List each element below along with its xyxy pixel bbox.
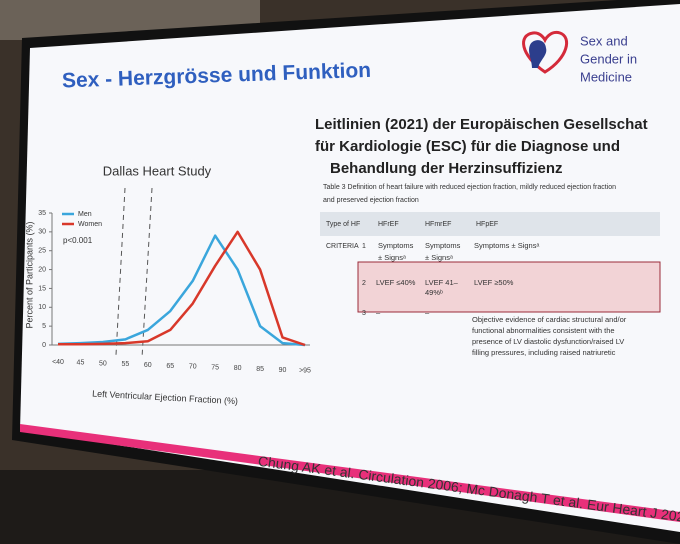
table-cell: Symptoms — [378, 241, 414, 250]
x-tick-label: 45 — [77, 360, 85, 367]
x-tick-label: 60 — [144, 362, 152, 369]
x-tick-label: 70 — [189, 364, 197, 371]
x-tick-label: 55 — [121, 361, 129, 368]
table-cell: 49%ᵇ — [425, 288, 443, 297]
table-cell: filling pressures, including raised natr… — [472, 348, 616, 357]
legend-label: Women — [78, 221, 102, 228]
criteria-label: CRITERIA — [326, 243, 359, 250]
table-header: Type of HF — [326, 221, 360, 228]
y-tick-label: 30 — [38, 229, 46, 236]
table-caption: and preserved ejection fraction — [323, 197, 419, 204]
heading: Behandlung der Herzinsuffizienz — [330, 160, 563, 177]
table-cell: Symptoms ± Signsᵃ — [474, 241, 539, 250]
table-cell: Symptoms — [425, 241, 461, 250]
x-tick-label: >95 — [299, 368, 311, 375]
x-tick-label: 80 — [234, 365, 242, 372]
table-cell: ± Signsᵃ — [378, 253, 406, 262]
y-tick-label: 15 — [38, 285, 46, 292]
heading: für Kardiologie (ESC) für die Diagnose u… — [315, 138, 620, 155]
series-line — [57, 234, 306, 347]
x-tick-label: 65 — [166, 363, 174, 370]
y-tick-label: 5 — [42, 323, 46, 330]
table-cell: presence of LV diastolic dysfunction/rai… — [472, 337, 624, 346]
table-header: HFmrEF — [425, 221, 451, 228]
x-tick-label: 50 — [99, 360, 107, 367]
y-tick-label: 10 — [38, 304, 46, 311]
y-axis-label: Percent of Participants (%) — [24, 221, 34, 328]
logo-head — [529, 40, 547, 68]
series-line — [58, 230, 306, 347]
x-tick-label: 85 — [256, 366, 264, 373]
logo-text: Sex and — [580, 33, 628, 48]
reference-line — [141, 187, 153, 359]
table-cell: functional abnormalities consistent with… — [472, 326, 615, 335]
table-cell: – — [376, 308, 381, 317]
table-cell: Objective evidence of cardiac structural… — [472, 315, 627, 324]
highlight-row — [357, 261, 661, 313]
heading: Leitlinien (2021) der Europäischen Gesel… — [315, 116, 648, 133]
table-cell: LVEF ≥50% — [474, 278, 514, 287]
annotation: p<0.001 — [63, 236, 93, 245]
logo — [522, 30, 569, 74]
row-number: 2 — [362, 280, 366, 287]
x-tick-label: <40 — [52, 359, 64, 366]
y-tick-label: 0 — [42, 342, 46, 349]
y-tick-label: 25 — [38, 248, 46, 255]
x-tick-label: 90 — [279, 367, 287, 374]
logo-text: Medicine — [580, 69, 632, 84]
y-tick-label: 20 — [38, 266, 46, 273]
table-cell: LVEF ≤40% — [376, 278, 416, 287]
table-cell: – — [425, 308, 430, 317]
row-number: 1 — [362, 243, 366, 250]
table-header: HFrEF — [378, 221, 399, 228]
table-header: HFpEF — [476, 221, 498, 228]
logo-text: Gender in — [580, 51, 637, 66]
logo-heart — [522, 30, 569, 74]
slide — [20, 4, 680, 532]
table-cell: ± Signsᵃ — [425, 253, 453, 262]
y-tick-label: 35 — [38, 210, 46, 217]
pink-stripe — [20, 424, 680, 522]
legend-label: Men — [78, 211, 92, 218]
chart-title: Dallas Heart Study — [103, 163, 212, 178]
x-tick-label: 75 — [211, 364, 219, 371]
table-header-bg — [320, 212, 660, 236]
row-number: 3 — [362, 310, 366, 317]
table-caption: Table 3 Definition of heart failure with… — [323, 184, 616, 191]
reference-line — [115, 187, 126, 356]
table-cell: LVEF 41– — [425, 278, 459, 287]
